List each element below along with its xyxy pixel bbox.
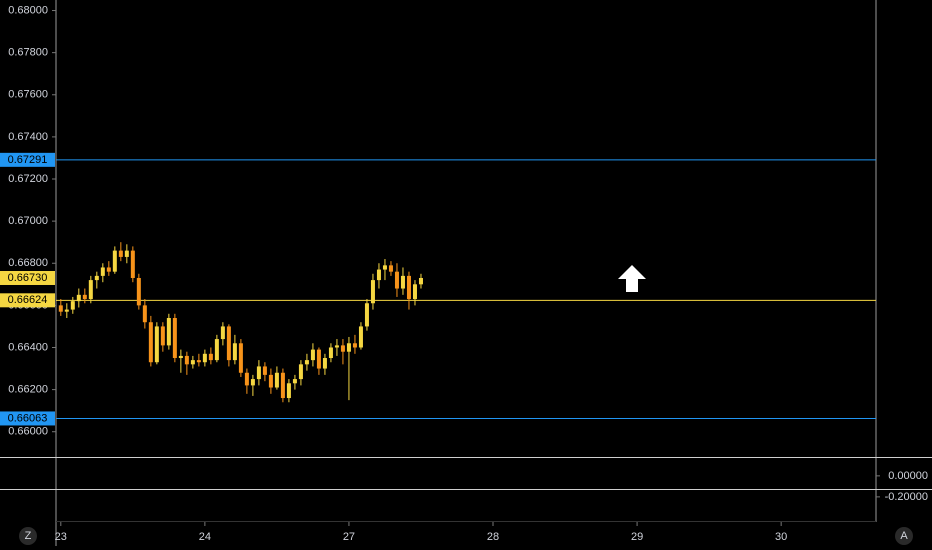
y-tick-label: 0.66800 (8, 257, 48, 269)
candle-body (118, 250, 123, 257)
z-button[interactable] (19, 527, 37, 545)
candle-body (82, 294, 87, 300)
candle-body (148, 322, 153, 363)
last-price-label: 0.66730 (8, 272, 48, 284)
candle-body (184, 355, 189, 365)
candle-body (256, 366, 261, 380)
candle-body (376, 269, 381, 281)
candle-body (88, 280, 93, 300)
candle-body (340, 345, 345, 352)
candle-body (358, 326, 363, 348)
x-tick-label: 23 (55, 531, 67, 543)
candle-body (406, 275, 411, 300)
candle-body (286, 383, 291, 399)
candle-body (76, 294, 81, 302)
y-tick-label: 0.68000 (8, 4, 48, 16)
candle-body (70, 301, 75, 310)
candle-body (142, 305, 147, 323)
candle-body (412, 284, 417, 300)
a-button[interactable] (895, 527, 913, 545)
candle-body (274, 372, 279, 388)
candle-body (352, 343, 357, 348)
candle-body (388, 265, 393, 272)
candle-body (154, 326, 159, 363)
level-tag-label: 0.66624 (8, 294, 48, 306)
candle-body (166, 318, 171, 346)
candle-body (64, 309, 69, 312)
candle-body (400, 275, 405, 289)
candle-body (112, 250, 117, 272)
candle-body (262, 366, 267, 375)
level-tag-label: 0.66063 (8, 412, 48, 424)
x-tick-label: 30 (775, 531, 787, 543)
candle-body (244, 372, 249, 386)
candle-body (316, 349, 321, 369)
candle-body (106, 267, 111, 272)
candle-body (394, 271, 399, 289)
sub-y-tick-label: -0.20000 (885, 491, 928, 503)
candle-body (178, 355, 183, 359)
level-tag (0, 293, 55, 308)
candle-body (268, 374, 273, 388)
candle-body (346, 343, 351, 352)
candle-body (136, 277, 141, 306)
candle-body (382, 265, 387, 270)
candle-body (196, 360, 201, 363)
candle-body (310, 349, 315, 361)
a-button-label[interactable]: A (900, 530, 908, 542)
candle-body (172, 318, 177, 359)
level-tag (0, 411, 55, 426)
level-tag-label: 0.67291 (8, 154, 48, 166)
up-arrow (618, 265, 646, 292)
candle-body (94, 275, 99, 281)
candle-body (280, 372, 285, 399)
candle-body (226, 326, 231, 361)
candle-body (100, 267, 105, 276)
y-tick-label: 0.67600 (8, 89, 48, 101)
candle-body (214, 339, 219, 361)
candle-body (124, 250, 129, 257)
candle-body (190, 360, 195, 365)
candle-body (418, 277, 423, 285)
candle-body (58, 305, 63, 312)
candle-body (208, 353, 213, 361)
candle-body (370, 280, 375, 304)
candle-body (130, 250, 135, 278)
x-tick-label: 29 (631, 531, 643, 543)
candle-body (202, 353, 207, 363)
candle-body (322, 358, 327, 369)
y-tick-label: 0.67200 (8, 173, 48, 185)
y-tick-label: 0.67800 (8, 47, 48, 59)
candle-body (364, 303, 369, 327)
candle-body (334, 345, 339, 348)
x-tick-label: 27 (343, 531, 355, 543)
y-tick-label: 0.66200 (8, 384, 48, 396)
sub-y-tick-label: 0.00000 (888, 470, 928, 482)
level-tag (0, 152, 55, 167)
candle-body (328, 347, 333, 359)
candle-body (238, 343, 243, 373)
candle-body (304, 360, 309, 365)
candle-body (292, 379, 297, 384)
candle-body (298, 364, 303, 380)
candle-body (160, 326, 165, 346)
y-tick-label: 0.67400 (8, 131, 48, 143)
z-button-label[interactable]: Z (25, 530, 32, 542)
y-tick-label: 0.66000 (8, 426, 48, 438)
y-tick-label: 0.66400 (8, 341, 48, 353)
last-price-tag (0, 270, 55, 285)
x-tick-label: 24 (199, 531, 211, 543)
candle-body (250, 379, 255, 386)
x-tick-label: 28 (487, 531, 499, 543)
candle-body (232, 343, 237, 361)
candle-body (220, 326, 225, 340)
y-tick-label: 0.67000 (8, 215, 48, 227)
